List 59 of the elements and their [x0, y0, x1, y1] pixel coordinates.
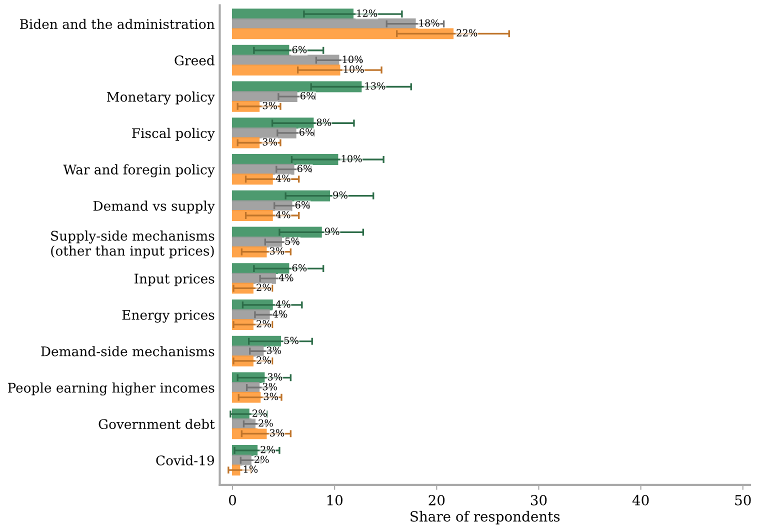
x-tick-label: 40	[632, 494, 649, 506]
data-label: 3%	[262, 138, 277, 146]
data-label: 8%	[316, 118, 332, 126]
y-tick-label: Government debt	[98, 418, 215, 430]
x-tick-label: 10	[327, 494, 342, 506]
x-axis-title: Share of respondents	[410, 510, 560, 524]
data-label: 1%	[244, 466, 258, 473]
data-label: 3%	[262, 102, 277, 110]
data-label: 6%	[300, 128, 314, 136]
data-label: 5%	[284, 336, 298, 344]
data-label: 6%	[292, 264, 307, 272]
data-label: 4%	[272, 310, 288, 318]
data-label: 4%	[278, 274, 294, 282]
x-tick-label: 50	[735, 494, 751, 506]
data-label: 10%	[342, 56, 363, 64]
data-label: 6%	[292, 46, 307, 54]
y-tick-label: Monetary policy	[106, 92, 215, 105]
y-tick-label: People earning higher incomes	[8, 382, 214, 396]
data-label: 10%	[344, 65, 364, 73]
data-label: 2%	[260, 446, 275, 454]
data-label: 22%	[456, 29, 478, 36]
data-label: 2%	[252, 410, 267, 417]
data-label: 3%	[270, 429, 284, 436]
data-label: 2%	[256, 356, 271, 364]
data-label: 12%	[357, 9, 378, 17]
data-label: 9%	[333, 191, 348, 199]
x-tick-label: 0	[229, 494, 236, 506]
data-label: 3%	[270, 247, 284, 255]
data-label: 4%	[276, 174, 290, 182]
y-tick-label: Covid-19	[156, 455, 214, 466]
data-label: 13%	[365, 82, 386, 90]
data-label: 2%	[256, 284, 271, 292]
x-tick-label: 30	[530, 494, 547, 506]
data-label: 18%	[419, 19, 440, 27]
data-label: 4%	[276, 210, 290, 218]
y-tick-label: Demand vs supply	[93, 200, 215, 214]
data-label: 4%	[276, 300, 290, 308]
data-label: 6%	[300, 92, 315, 100]
data-label: 3%	[268, 373, 282, 380]
data-label: 10%	[342, 154, 362, 162]
y-tick-label: Energy prices	[122, 310, 214, 323]
data-label: 2%	[254, 456, 269, 464]
y-tick-label: Fiscal policy	[132, 128, 215, 141]
data-label: 2%	[258, 419, 273, 427]
y-tick-label: War and foregin policy	[63, 164, 215, 178]
y-tick-label: Input prices	[134, 274, 214, 286]
data-label: 3%	[264, 392, 278, 400]
y-tick-label: Supply-side mechanisms (other than input prices)	[51, 230, 214, 258]
y-tick-label: Biden and the administration	[20, 18, 215, 30]
data-label: 3%	[262, 382, 277, 390]
data-label: 6%	[295, 201, 310, 208]
data-label: 6%	[297, 164, 312, 172]
data-label: 3%	[266, 346, 282, 354]
data-label: 5%	[285, 238, 300, 245]
data-label: 2%	[256, 320, 271, 328]
data-label: 9%	[324, 228, 340, 236]
x-tick-label: 20	[428, 494, 445, 506]
y-tick-label: Demand-side mechanisms	[41, 346, 214, 356]
y-tick-label: Greed	[174, 55, 214, 66]
